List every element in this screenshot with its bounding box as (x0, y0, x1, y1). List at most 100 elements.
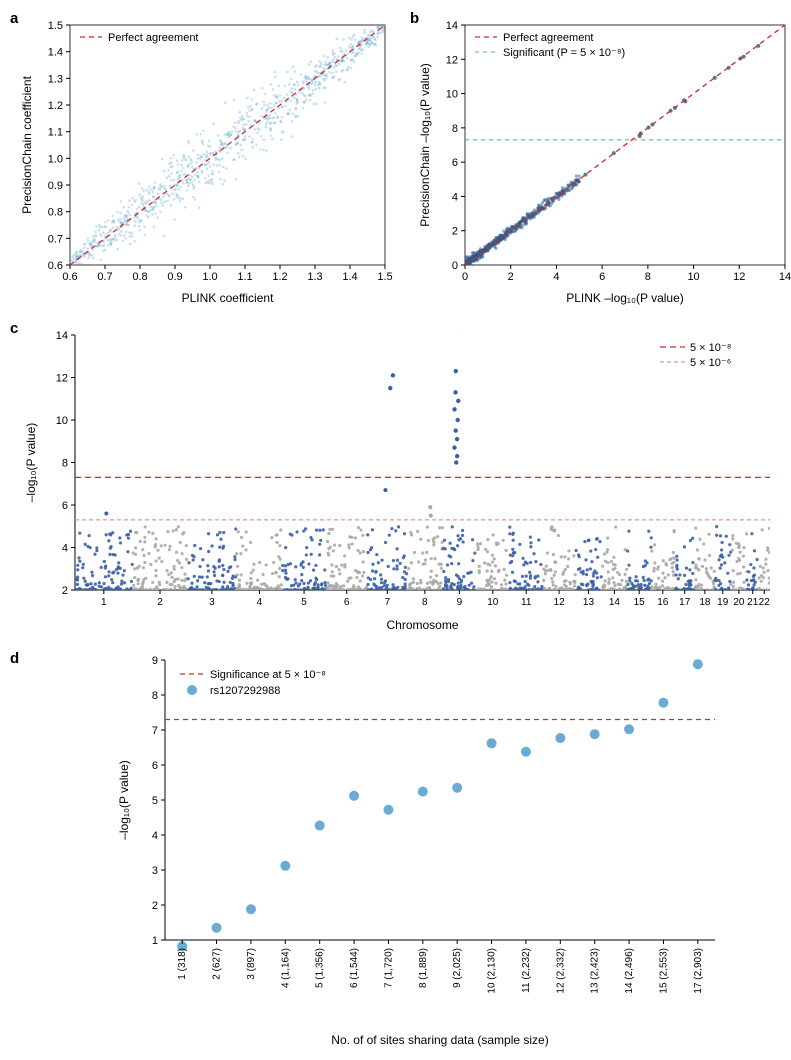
svg-text:12: 12 (733, 271, 745, 283)
svg-text:0.7: 0.7 (97, 271, 112, 283)
svg-text:10: 10 (446, 89, 458, 101)
svg-text:Perfect agreement: Perfect agreement (108, 32, 199, 44)
svg-text:11: 11 (521, 597, 532, 608)
svg-text:0: 0 (452, 260, 458, 272)
svg-text:rs1207292988: rs1207292988 (210, 685, 280, 697)
svg-text:Significant (P = 5 × 10⁻⁸): Significant (P = 5 × 10⁻⁸) (503, 47, 625, 59)
svg-text:1.0: 1.0 (202, 271, 217, 283)
svg-text:4 (1,164): 4 (1,164) (280, 948, 291, 988)
svg-text:8: 8 (152, 690, 158, 702)
svg-text:16: 16 (657, 597, 669, 608)
svg-text:5 × 10⁻⁸: 5 × 10⁻⁸ (690, 342, 731, 354)
svg-text:12 (2,332): 12 (2,332) (555, 948, 566, 994)
svg-text:3: 3 (209, 597, 215, 608)
svg-text:6: 6 (62, 500, 68, 512)
svg-text:9 (2,025): 9 (2,025) (452, 948, 463, 988)
svg-text:6: 6 (152, 760, 158, 772)
svg-text:1.1: 1.1 (237, 271, 252, 283)
svg-text:8: 8 (645, 271, 651, 283)
svg-text:14: 14 (56, 330, 68, 342)
svg-text:12: 12 (56, 373, 68, 385)
svg-text:Chromosome: Chromosome (386, 618, 458, 632)
svg-text:0.6: 0.6 (62, 271, 77, 283)
svg-text:0.9: 0.9 (167, 271, 182, 283)
svg-text:7 (1,720): 7 (1,720) (383, 948, 394, 988)
svg-text:0: 0 (462, 271, 468, 283)
panel-d-chart: 1234567891 (318)2 (627)3 (897)4 (1,164)5… (110, 650, 730, 1050)
svg-text:6: 6 (344, 597, 350, 608)
svg-text:8: 8 (452, 123, 458, 135)
svg-text:8: 8 (62, 458, 68, 470)
svg-text:No. of of sites sharing data (: No. of of sites sharing data (sample siz… (331, 1033, 548, 1047)
svg-text:8 (1,889): 8 (1,889) (418, 948, 429, 988)
svg-text:15: 15 (634, 597, 646, 608)
svg-text:5: 5 (301, 597, 307, 608)
svg-text:5 (1,356): 5 (1,356) (315, 948, 326, 988)
svg-text:4: 4 (152, 830, 158, 842)
svg-text:0.8: 0.8 (132, 271, 147, 283)
svg-text:6 (1,544): 6 (1,544) (349, 948, 360, 988)
svg-text:1 (318): 1 (318) (177, 948, 188, 980)
panel-b-chart: 0246810121402468101214PLINK –log₁₀(P val… (415, 10, 791, 310)
svg-text:12: 12 (554, 597, 566, 608)
svg-text:1.3: 1.3 (48, 73, 63, 85)
svg-text:5 × 10⁻⁶: 5 × 10⁻⁶ (690, 357, 731, 369)
svg-text:19: 19 (717, 597, 729, 608)
svg-text:2: 2 (152, 900, 158, 912)
svg-text:–log₁₀(P value): –log₁₀(P value) (117, 760, 131, 840)
figure-container: a 0.60.70.80.91.01.11.21.31.41.50.60.70.… (10, 10, 781, 1050)
svg-text:12: 12 (446, 54, 458, 66)
svg-text:13: 13 (583, 597, 595, 608)
svg-text:4: 4 (62, 543, 68, 555)
svg-text:10: 10 (56, 415, 68, 427)
svg-text:10: 10 (687, 271, 699, 283)
svg-text:22: 22 (759, 597, 771, 608)
svg-text:0.9: 0.9 (48, 180, 63, 192)
svg-text:1: 1 (101, 597, 107, 608)
svg-text:1.3: 1.3 (307, 271, 322, 283)
svg-text:2: 2 (452, 226, 458, 238)
svg-text:Significance at 5 × 10⁻⁸: Significance at 5 × 10⁻⁸ (210, 669, 326, 681)
svg-text:1.1: 1.1 (48, 127, 63, 139)
svg-text:PrecisionChain coefficient: PrecisionChain coefficient (20, 75, 34, 214)
svg-text:4: 4 (257, 597, 263, 608)
svg-text:15 (2,553): 15 (2,553) (658, 948, 669, 994)
svg-text:7: 7 (152, 725, 158, 737)
svg-text:2 (627): 2 (627) (212, 948, 223, 980)
svg-text:PLINK –log₁₀(P value): PLINK –log₁₀(P value) (566, 291, 684, 305)
panel-a-chart: 0.6 0.7 0.8 0.9 1.0 1.1 1.2 1.3 1.4 1.5 0.6 0.7 0.8 0… (15, 10, 395, 310)
svg-text:6: 6 (452, 157, 458, 169)
svg-text:6: 6 (599, 271, 605, 283)
svg-text:1.2: 1.2 (48, 100, 63, 112)
svg-text:0.6: 0.6 (48, 260, 63, 272)
svg-text:2: 2 (62, 585, 68, 597)
svg-text:3 (897): 3 (897) (246, 948, 257, 980)
svg-text:10 (2,130): 10 (2,130) (487, 948, 498, 994)
svg-text:2: 2 (157, 597, 163, 608)
svg-text:PrecisionChain –log₁₀(P value): PrecisionChain –log₁₀(P value) (418, 63, 432, 227)
svg-text:20: 20 (733, 597, 745, 608)
svg-text:1.5: 1.5 (48, 20, 63, 32)
svg-text:14: 14 (609, 597, 621, 608)
svg-text:17 (2,903): 17 (2,903) (693, 948, 704, 994)
svg-text:17: 17 (679, 597, 691, 608)
svg-text:0.8: 0.8 (48, 207, 63, 219)
svg-text:PLINK coefficient: PLINK coefficient (182, 291, 274, 305)
svg-text:3: 3 (152, 865, 158, 877)
svg-text:2: 2 (508, 271, 514, 283)
svg-text:13 (2,423): 13 (2,423) (590, 948, 601, 994)
svg-text:8: 8 (422, 597, 428, 608)
svg-text:4: 4 (452, 191, 458, 203)
svg-text:9: 9 (457, 597, 463, 608)
svg-text:14 (2,496): 14 (2,496) (624, 948, 635, 994)
svg-text:1: 1 (152, 935, 158, 947)
svg-text:0.7: 0.7 (48, 233, 63, 245)
svg-text:9: 9 (152, 655, 158, 667)
svg-text:1.2: 1.2 (272, 271, 287, 283)
svg-text:21: 21 (747, 597, 759, 608)
svg-text:1.4: 1.4 (48, 47, 63, 59)
svg-text:1.5: 1.5 (377, 271, 392, 283)
svg-text:11 (2,232): 11 (2,232) (521, 948, 532, 993)
panel-d-label: d (10, 650, 19, 667)
svg-text:Perfect agreement: Perfect agreement (503, 32, 594, 44)
